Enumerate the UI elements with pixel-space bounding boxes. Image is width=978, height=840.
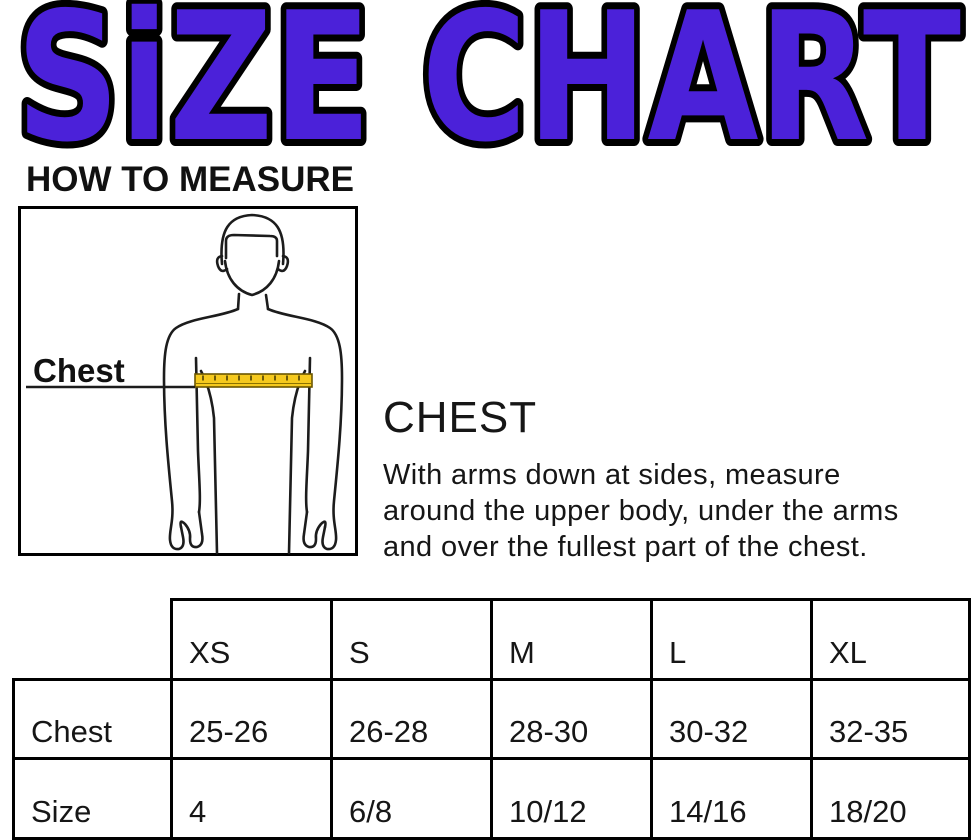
table-cell: 14/16 (650, 757, 813, 840)
table-header-row: XS S M L XL (14, 598, 971, 681)
table-cell: 30-32 (650, 678, 813, 760)
table-cell: 18/20 (810, 757, 971, 840)
table-cell: 10/12 (490, 757, 653, 840)
column-header-m: M (490, 598, 653, 681)
chest-figure-label: Chest (33, 352, 125, 389)
row-label-size: Size (12, 757, 173, 840)
table-corner-cell (14, 600, 172, 680)
column-header-xs: XS (170, 598, 333, 681)
table-cell: 4 (170, 757, 333, 840)
table-row-size: Size 4 6/8 10/12 14/16 18/20 (12, 757, 971, 840)
tape-ticks (202, 375, 300, 381)
page-title: SiZE CHART (16, 0, 961, 160)
column-header-l: L (650, 598, 813, 681)
chest-info-section: CHEST With arms down at sides, measure a… (383, 396, 899, 565)
chest-info-line: and over the fullest part of the chest. (383, 531, 868, 563)
column-header-s: S (330, 598, 493, 681)
measuring-tape-icon (194, 373, 313, 388)
person-outline-icon (162, 213, 344, 555)
size-chart-table: XS S M L XL Chest 25-26 26-28 28-30 30-3… (12, 598, 971, 840)
row-label-chest: Chest (12, 678, 173, 760)
table-cell: 25-26 (170, 678, 333, 760)
how-to-measure-heading: HOW TO MEASURE (26, 160, 354, 199)
table-cell: 32-35 (810, 678, 971, 760)
table-cell: 6/8 (330, 757, 493, 840)
chest-info-text: With arms down at sides, measure around … (383, 457, 899, 565)
table-cell: 28-30 (490, 678, 653, 760)
size-chart-title-art: SiZE CHART (9, 0, 968, 160)
chest-info-line: With arms down at sides, measure (383, 459, 841, 491)
chest-info-heading: CHEST (383, 393, 538, 442)
table-cell: 26-28 (330, 678, 493, 760)
column-header-xl: XL (810, 598, 971, 681)
how-to-measure-figure: Chest (18, 206, 358, 556)
table-row-chest: Chest 25-26 26-28 28-30 30-32 32-35 (12, 678, 971, 760)
chest-info-line: around the upper body, under the arms (383, 495, 899, 527)
